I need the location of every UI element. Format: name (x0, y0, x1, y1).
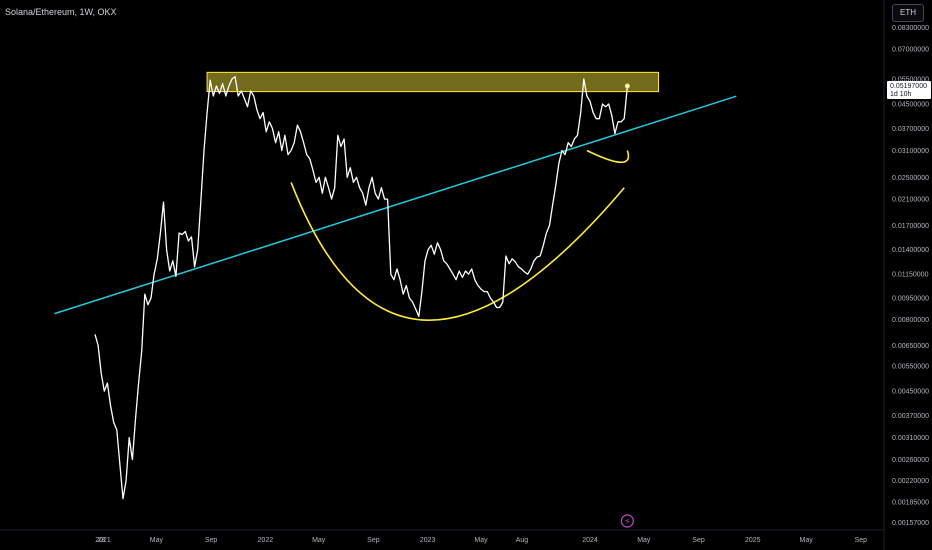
y-tick-label: 0.01700000 (892, 223, 929, 230)
y-tick-label: 0.05500000 (892, 76, 929, 83)
y-tick-label: 0.00450000 (892, 389, 929, 396)
y-tick-label: 0.00370000 (892, 413, 929, 420)
x-tick-label: 2023 (420, 537, 436, 544)
y-tick-label: 0.00310000 (892, 435, 929, 442)
y-tick-label: 0.04500000 (892, 102, 929, 109)
y-tick-label: 0.00220000 (892, 478, 929, 485)
y-tick-label: 0.00157000 (892, 520, 929, 527)
svg-text:⚡: ⚡ (624, 518, 630, 528)
lightning-icon[interactable]: ⚡ (620, 514, 634, 528)
x-tick-label: Sep (692, 537, 705, 544)
x-tick-label: 2025 (745, 537, 761, 544)
y-tick-label: 0.08300000 (892, 25, 929, 32)
trendline[interactable] (54, 95, 737, 315)
x-tick-label: Sep (855, 537, 868, 544)
x-tick-label: Sep (205, 537, 218, 544)
last-price-dot (624, 83, 630, 89)
y-tick-label: 0.00650000 (892, 343, 929, 350)
resistance-zone[interactable] (206, 71, 659, 93)
x-tick-label: May (150, 537, 164, 544)
x-tick-label: May (800, 537, 814, 544)
y-tick-label: 0.07000000 (892, 46, 929, 53)
x-tick-label: 28 (97, 537, 105, 544)
y-tick-label: 0.02100000 (892, 197, 929, 204)
y-tick-label: 0.03100000 (892, 148, 929, 155)
y-tick-label: 0.00260000 (892, 457, 929, 464)
y-tick-label: 0.02500000 (892, 175, 929, 182)
y-tick-label: 0.01400000 (892, 247, 929, 254)
x-tick-label: Sep (367, 537, 380, 544)
y-axis: 0.08300000 0.07000000 0.05500000 0.04500000… (883, 0, 929, 550)
y-tick-label: 0.03700000 (892, 126, 929, 133)
x-tick-label: 2024 (582, 537, 598, 544)
x-tick-label: May (474, 537, 488, 544)
y-tick-label: 0.00950000 (892, 296, 929, 303)
handle-arc[interactable] (586, 149, 630, 163)
cup-arc[interactable] (290, 182, 625, 322)
y-tick-label: 0.00800000 (892, 317, 929, 324)
last-price-label: 0.05197000 1d 10h (887, 81, 931, 100)
y-tick-label: 0.00185000 (892, 500, 929, 507)
x-tick-label: May (637, 537, 651, 544)
x-tick-label: May (312, 537, 326, 544)
y-tick-label: 0.01150000 (892, 272, 929, 279)
currency-button[interactable]: ETH (892, 4, 924, 22)
x-tick-label: 2022 (258, 537, 274, 544)
x-tick-label: Aug (516, 537, 529, 544)
chart-title: Solana/Ethereum, 1W, OKX (5, 7, 117, 17)
bar-countdown: 1d 10h (890, 91, 912, 98)
last-price-value: 0.05197000 (890, 83, 927, 90)
price-line (94, 76, 629, 500)
y-tick-label: 0.00550000 (892, 364, 929, 371)
x-tick-label: 2021 (95, 537, 111, 544)
